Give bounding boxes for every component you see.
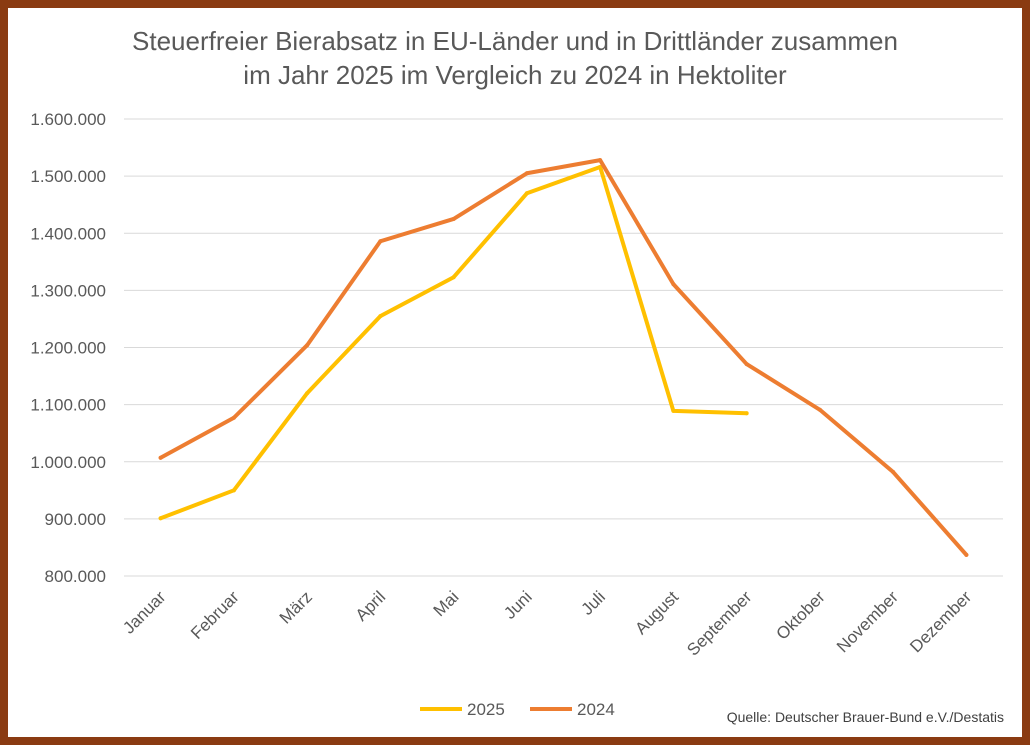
y-tick-label: 800.000 [45, 567, 106, 586]
data-point-2024 [451, 216, 456, 221]
y-tick-label: 1.200.000 [30, 339, 106, 358]
y-tick-label: 1.300.000 [30, 281, 106, 300]
y-tick-label: 1.600.000 [30, 110, 106, 129]
data-point-2024 [231, 415, 236, 420]
data-point-2024 [744, 362, 749, 367]
data-point-2024 [158, 455, 163, 460]
x-tick-label: Januar [119, 587, 169, 637]
y-tick-label: 1.100.000 [30, 396, 106, 415]
data-point-2025 [231, 488, 236, 493]
data-point-2025 [598, 164, 603, 169]
data-point-2025 [451, 275, 456, 280]
x-tick-label: August [631, 587, 682, 638]
chart-title-line-1: Steuerfreier Bierabsatz in EU-Länder und… [132, 26, 898, 56]
y-tick-label: 900.000 [45, 510, 106, 529]
y-tick-label: 1.500.000 [30, 167, 106, 186]
legend-label-2025: 2025 [467, 700, 505, 719]
data-point-2025 [671, 408, 676, 413]
x-tick-label: März [276, 587, 316, 627]
x-tick-label: April [352, 587, 389, 624]
chart-title-line-2: im Jahr 2025 im Vergleich zu 2024 in Hek… [243, 60, 787, 90]
source-note: Quelle: Deutscher Brauer-Bund e.V./Desta… [727, 709, 1004, 725]
data-point-2024 [378, 239, 383, 244]
data-point-2024 [305, 343, 310, 348]
data-point-2024 [524, 171, 529, 176]
y-tick-label: 1.400.000 [30, 224, 106, 243]
legend-label-2024: 2024 [577, 700, 615, 719]
x-tick-label: Oktober [772, 587, 828, 643]
data-point-2024 [964, 552, 969, 557]
data-point-2025 [305, 391, 310, 396]
x-tick-label: Mai [430, 587, 463, 620]
x-tick-label: Februar [187, 587, 243, 643]
x-tick-label: Juni [500, 587, 535, 622]
data-point-2024 [817, 407, 822, 412]
x-tick-label: November [833, 587, 902, 656]
data-point-2025 [524, 191, 529, 196]
data-point-2024 [671, 282, 676, 287]
series-line-2024 [158, 158, 969, 557]
data-point-2025 [744, 411, 749, 416]
data-point-2024 [598, 158, 603, 163]
data-point-2024 [891, 470, 896, 475]
x-tick-label: Dezember [906, 587, 975, 656]
y-tick-label: 1.000.000 [30, 453, 106, 472]
data-point-2025 [378, 314, 383, 319]
x-tick-label: September [683, 587, 755, 659]
x-tick-label: Juli [577, 587, 608, 618]
data-point-2025 [158, 516, 163, 521]
